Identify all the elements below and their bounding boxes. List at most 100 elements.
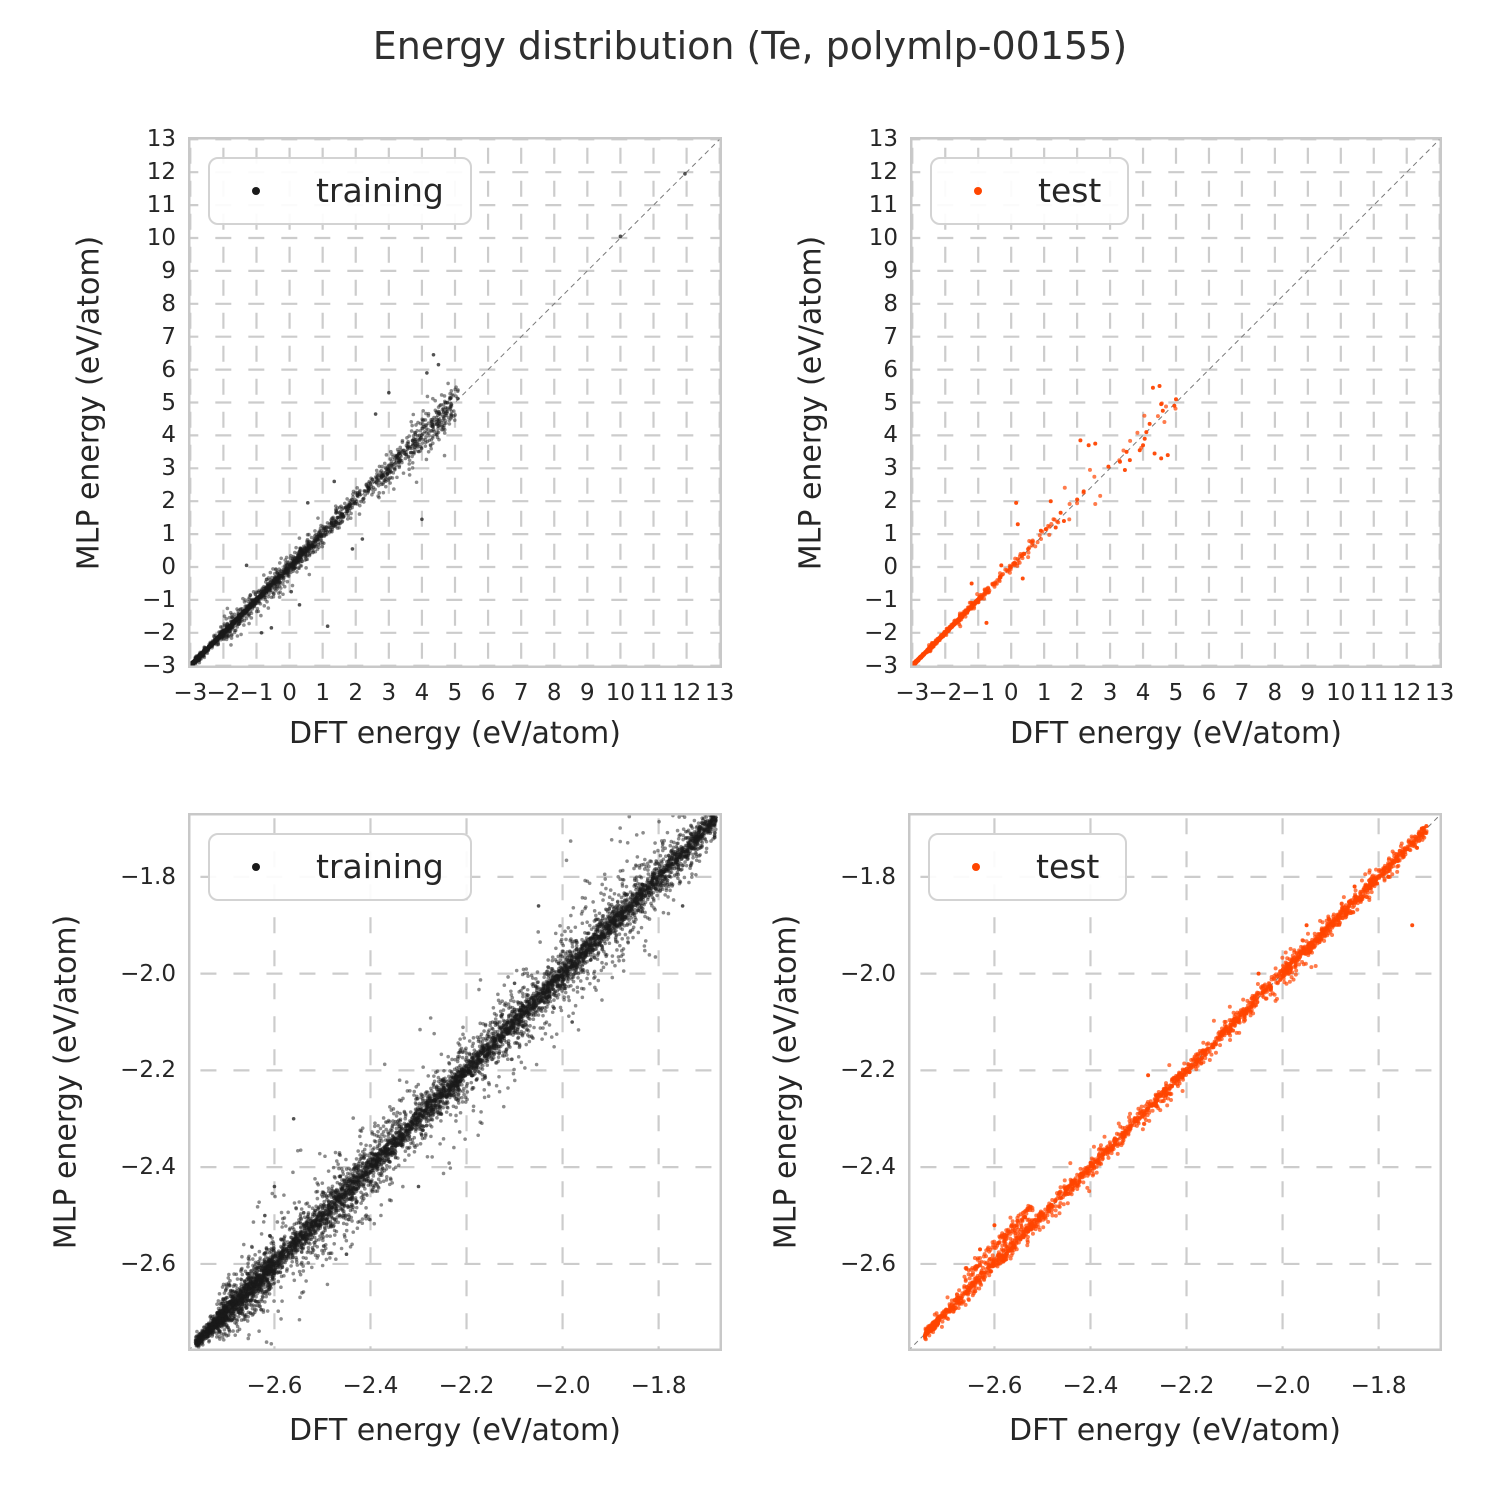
scatter-canvas <box>188 137 722 668</box>
x-tick-labels: −2.6 −2.4 −2.2 −2.0 −1.8 <box>908 1373 1442 1403</box>
y-tick-label: −2.0 <box>840 960 896 987</box>
y-tick-label: 4 <box>161 422 176 449</box>
x-tick-label: 13 <box>1425 680 1455 706</box>
y-axis-label: MLP energy (eV/atom) <box>768 914 804 1250</box>
y-tick-label: 10 <box>868 225 898 251</box>
x-tick-label: 5 <box>447 680 463 706</box>
y-tick-label: 13 <box>868 126 898 153</box>
x-tick-label: 2 <box>1069 680 1085 706</box>
y-tick-label: −2.4 <box>120 1154 176 1181</box>
legend-label: training <box>316 171 444 210</box>
x-tick-label: 9 <box>1300 680 1316 706</box>
legend: test <box>928 833 1128 902</box>
y-tick-label: 2 <box>883 488 898 515</box>
x-tick-label: −2.0 <box>534 1373 591 1399</box>
x-tick-label: 0 <box>1003 680 1019 706</box>
x-tick-label: 6 <box>1201 680 1217 706</box>
y-axis-label: MLP energy (eV/atom) <box>48 914 84 1250</box>
x-tick-label: 10 <box>1326 680 1356 706</box>
x-axis-label: DFT energy (eV/atom) <box>289 1413 621 1448</box>
y-tick-label: 8 <box>883 290 898 317</box>
x-tick-label: 4 <box>414 680 430 706</box>
x-tick-label: −3 <box>173 680 208 706</box>
legend: training <box>208 157 472 226</box>
x-tick-label: −2 <box>206 680 241 706</box>
legend-label: test <box>1036 847 1100 886</box>
y-tick-label: −2.4 <box>840 1154 896 1181</box>
y-tick-label: 1 <box>883 521 898 548</box>
x-axis-label: DFT energy (eV/atom) <box>289 716 621 751</box>
x-tick-label: −2.4 <box>1062 1373 1119 1399</box>
y-tick-label: −3 <box>864 652 898 679</box>
x-tick-label: −1.8 <box>1350 1373 1407 1399</box>
y-tick-label: 4 <box>883 422 898 449</box>
legend-label: test <box>1038 171 1102 210</box>
x-tick-label: −2.2 <box>1158 1373 1215 1399</box>
x-axis-label: DFT energy (eV/atom) <box>1010 716 1342 751</box>
y-tick-label: 13 <box>146 126 176 153</box>
y-tick-label: 6 <box>161 356 176 383</box>
y-tick-label: 5 <box>161 389 176 416</box>
y-tick-label: 9 <box>883 257 898 284</box>
x-tick-label: −2.2 <box>438 1373 495 1399</box>
y-axis-label: MLP energy (eV/atom) <box>71 235 107 570</box>
x-tick-labels: −2.6 −2.4 −2.2 −2.0 −1.8 <box>188 1373 722 1403</box>
y-tick-label: −1.8 <box>120 863 176 890</box>
x-tick-label: 8 <box>546 680 562 706</box>
x-tick-labels: −3 −2 −1 0 1 2 3 4 5 6 7 8 9 10 11 12 13 <box>173 680 734 710</box>
x-tick-label: −2.6 <box>246 1373 303 1399</box>
scatter-canvas <box>908 813 1442 1351</box>
x-tick-label: −2 <box>928 680 963 706</box>
x-tick-label: 4 <box>1135 680 1151 706</box>
y-tick-label: 2 <box>161 488 176 515</box>
y-tick-label: 0 <box>161 553 176 580</box>
y-tick-label: 8 <box>161 290 176 317</box>
y-tick-label: −1 <box>142 586 176 613</box>
legend-marker-dot <box>974 187 982 196</box>
x-tick-label: 11 <box>1359 680 1389 706</box>
y-tick-label: 3 <box>883 455 898 482</box>
y-tick-label: 1 <box>161 521 176 548</box>
scatter-canvas <box>188 813 722 1351</box>
x-tick-label: 12 <box>671 680 702 706</box>
legend: test <box>930 157 1130 226</box>
subplot-test-zoom: −2.6 −2.4 −2.2 −2.0 −1.8 −2.6 −2.4 −2.2 −2.0 −1.… <box>769 813 1442 1448</box>
x-tick-label: 1 <box>315 680 330 706</box>
y-tick-label: −3 <box>142 652 176 679</box>
x-tick-label: 1 <box>1036 680 1052 706</box>
legend-marker-dot <box>252 187 260 196</box>
x-tick-label: 10 <box>605 680 636 706</box>
x-tick-label: −2.6 <box>966 1373 1023 1399</box>
y-tick-label: −2.2 <box>120 1057 176 1084</box>
x-tick-label: 6 <box>480 680 496 706</box>
x-tick-label: 0 <box>282 680 297 706</box>
y-tick-labels: −2.6 −2.4 −2.2 −2.0 −1.8 <box>86 813 176 1351</box>
y-tick-label: 11 <box>146 192 176 219</box>
x-tick-label: −1 <box>239 680 274 706</box>
x-tick-label: −2.0 <box>1254 1373 1311 1399</box>
y-tick-label: 10 <box>146 225 176 251</box>
x-tick-label: 8 <box>1267 680 1283 706</box>
y-tick-label: −1.8 <box>840 863 896 890</box>
x-tick-label: −1 <box>961 680 996 706</box>
x-tick-label: 7 <box>513 680 529 706</box>
y-tick-label: 7 <box>883 323 898 350</box>
y-tick-label: −2.6 <box>840 1250 896 1277</box>
y-tick-label: −1 <box>864 586 898 613</box>
x-tick-label: 7 <box>1234 680 1250 706</box>
y-tick-label: 7 <box>161 323 176 350</box>
x-tick-label: 9 <box>580 680 595 706</box>
y-tick-labels: −3 −2 −1 0 1 2 3 4 5 6 7 8 9 10 11 12 13 <box>86 126 176 678</box>
y-tick-label: −2.0 <box>120 960 176 987</box>
y-tick-label: 5 <box>883 389 898 416</box>
x-tick-label: −1.8 <box>630 1373 687 1399</box>
legend-label: training <box>316 847 444 886</box>
subplot-test-overview: −3 −2 −1 0 1 2 3 4 5 6 7 8 9 10 11 12 13 −3 −2 −1 0 1 2 3 4 5 6 7 8… <box>794 126 1455 751</box>
y-tick-label: −2.2 <box>840 1057 896 1084</box>
y-tick-label: −2 <box>142 619 176 646</box>
y-tick-label: 6 <box>883 356 898 383</box>
x-tick-label: 11 <box>638 680 669 706</box>
y-tick-labels: −3 −2 −1 0 1 2 3 4 5 6 7 8 9 10 11 12 13 <box>808 126 898 678</box>
y-tick-label: 12 <box>146 159 176 186</box>
legend-marker-dot <box>972 863 980 872</box>
